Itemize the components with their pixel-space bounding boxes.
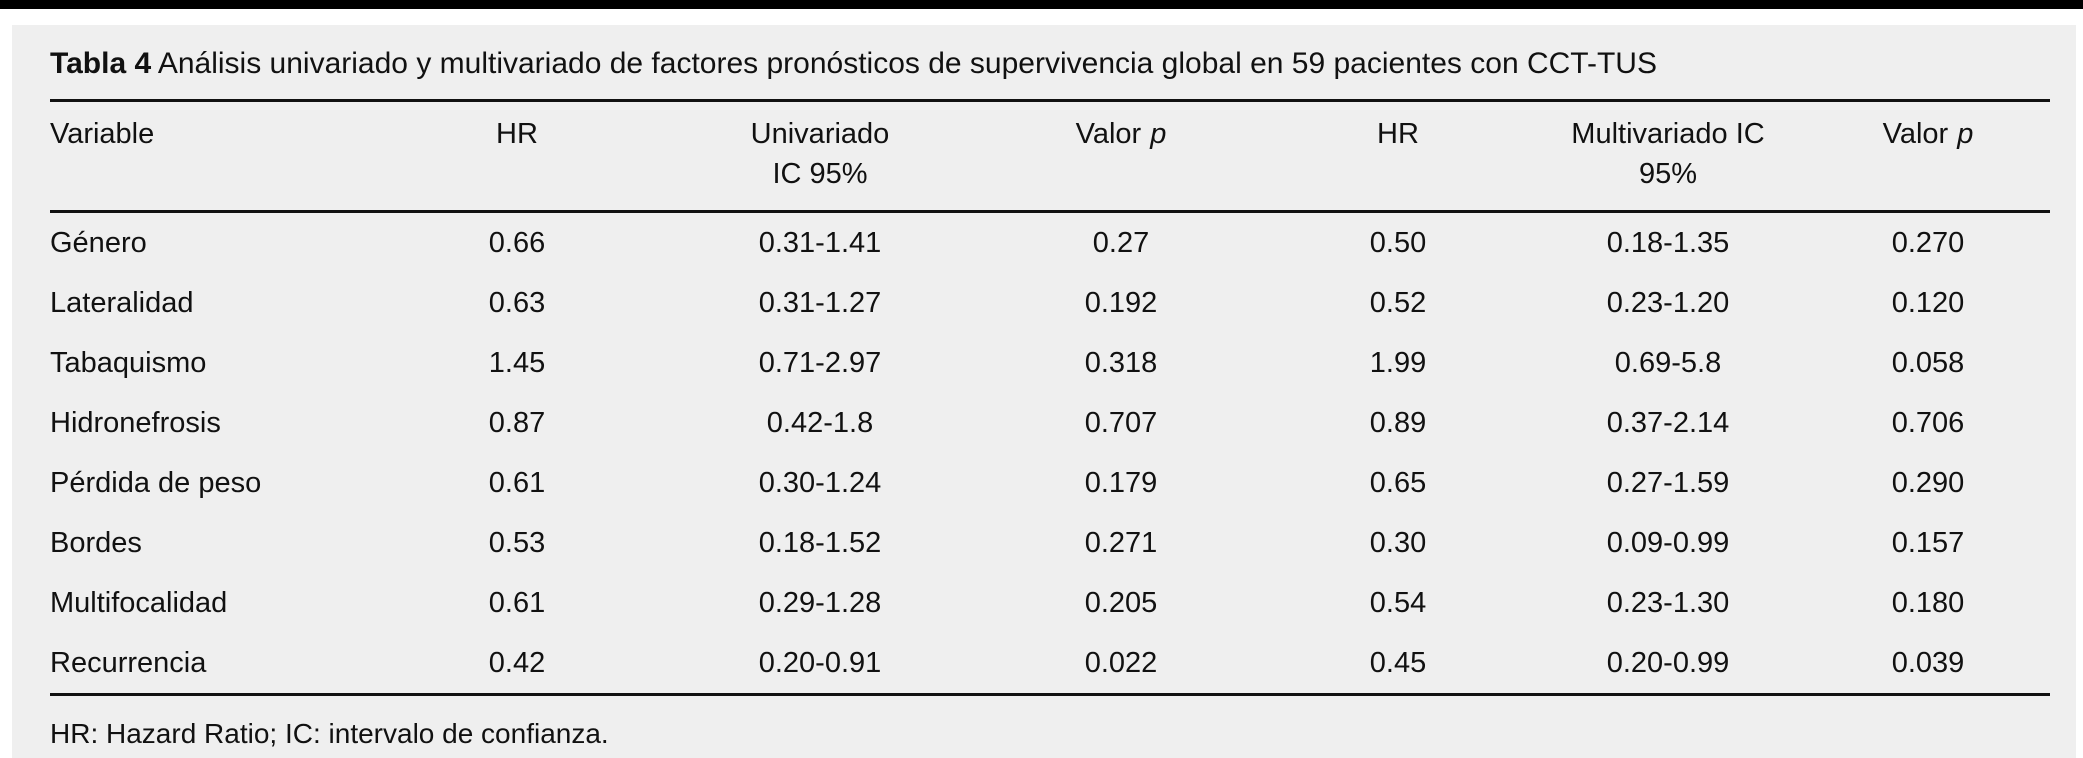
table-body: Género 0.66 0.31-1.41 0.27 0.50 0.18-1.3… — [50, 212, 2050, 696]
cell-hr-multivariado: 0.54 — [1369, 586, 1427, 619]
cell-ic95-univariado: 0.20-0.91 — [664, 633, 976, 696]
cell-variable: Lateralidad — [50, 286, 194, 319]
cell-valor-p-multivariado: 0.058 — [1891, 346, 1965, 379]
header-label-p: p — [1957, 118, 1974, 150]
header-label: Variable — [50, 118, 155, 150]
cell-hr-multivariado: 0.89 — [1369, 406, 1427, 439]
header-label-line2: IC 95% — [772, 158, 868, 190]
header-label-line2: 95% — [1638, 158, 1698, 190]
table-row: Multifocalidad 0.61 0.29-1.28 0.205 0.54… — [50, 573, 2050, 633]
cell-valor-p-multivariado: 0.120 — [1891, 286, 1965, 319]
table-footnote: HR: Hazard Ratio; IC: intervalo de confi… — [50, 718, 609, 749]
cell-hr-univariado: 0.66 — [488, 226, 546, 259]
cell-valor-p-univariado: 0.179 — [1084, 466, 1158, 499]
cell-hr-univariado: 0.61 — [488, 586, 546, 619]
cell-hr-univariado: 1.45 — [488, 346, 546, 379]
header-label: HR — [1377, 118, 1419, 150]
cell-hr-univariado: 0.53 — [488, 526, 546, 559]
col-header-hr-univariado: HR — [370, 99, 664, 213]
table-row: Lateralidad 0.63 0.31-1.27 0.192 0.52 0.… — [50, 273, 2050, 333]
cell-ic95-multivariado: 0.23-1.20 — [1606, 286, 1730, 319]
header-label-p: p — [1150, 118, 1167, 150]
header-row: Variable HR Univariado IC 95% Valor p HR — [50, 99, 2050, 213]
cell-valor-p-univariado: 0.192 — [1084, 286, 1158, 319]
cell-ic95-multivariado: 0.18-1.35 — [1606, 226, 1730, 259]
cell-variable: Hidronefrosis — [50, 406, 221, 439]
cell-ic95-univariado: 0.31-1.27 — [758, 286, 882, 319]
table-row: Pérdida de peso 0.61 0.30-1.24 0.179 0.6… — [50, 453, 2050, 513]
cell-hr-univariado: 0.63 — [488, 286, 546, 319]
cell-ic95-univariado: 0.42-1.8 — [766, 406, 874, 439]
cell-hr-univariado: 0.61 — [488, 466, 546, 499]
top-black-bar — [0, 0, 2083, 9]
table-row: Tabaquismo 1.45 0.71-2.97 0.318 1.99 0.6… — [50, 333, 2050, 393]
header-label: HR — [496, 118, 538, 150]
table-row: Recurrencia 0.42 0.20-0.91 0.022 0.45 0.… — [50, 633, 2050, 696]
col-header-valor-p-multivariado: Valor p — [1806, 99, 2050, 213]
cell-valor-p-univariado: 0.318 — [1084, 346, 1158, 379]
cell-variable: Género — [50, 226, 147, 259]
header-label: Multivariado IC — [1571, 118, 1765, 150]
table-title-text: Análisis univariado y multivariado de fa… — [157, 47, 1657, 80]
col-header-hr-multivariado: HR — [1266, 99, 1530, 213]
cell-ic95-univariado: 0.29-1.28 — [758, 586, 882, 619]
cell-ic95-multivariado: 0.37-2.14 — [1606, 406, 1730, 439]
table-row: Hidronefrosis 0.87 0.42-1.8 0.707 0.89 0… — [50, 393, 2050, 453]
col-header-multivariado-ic95: Multivariado IC 95% — [1530, 99, 1806, 213]
cell-ic95-univariado: 0.30-1.24 — [758, 466, 882, 499]
cell-valor-p-univariado: 0.707 — [1084, 406, 1158, 439]
cell-variable: Pérdida de peso — [50, 466, 262, 499]
table-title-label: Tabla 4 — [50, 47, 152, 80]
cell-ic95-univariado: 0.71-2.97 — [758, 346, 882, 379]
table-panel: Tabla 4 Análisis univariado y multivaria… — [12, 25, 2076, 758]
cell-variable: Tabaquismo — [50, 346, 207, 379]
table-header: Variable HR Univariado IC 95% Valor p HR — [50, 99, 2050, 213]
cell-ic95-multivariado: 0.09-0.99 — [1606, 526, 1730, 559]
cell-ic95-univariado: 0.31-1.41 — [758, 226, 882, 259]
cell-ic95-multivariado: 0.23-1.30 — [1606, 586, 1730, 619]
cell-ic95-multivariado: 0.20-0.99 — [1530, 633, 1806, 696]
results-table: Variable HR Univariado IC 95% Valor p HR — [50, 99, 2050, 696]
cell-valor-p-univariado: 0.022 — [976, 633, 1266, 696]
cell-hr-multivariado: 1.99 — [1369, 346, 1427, 379]
header-label: Valor — [1882, 118, 1949, 150]
table-row: Género 0.66 0.31-1.41 0.27 0.50 0.18-1.3… — [50, 212, 2050, 274]
cell-variable: Recurrencia — [50, 633, 370, 696]
table-title: Tabla 4 Análisis univariado y multivaria… — [50, 45, 2050, 83]
cell-hr-multivariado: 0.30 — [1369, 526, 1427, 559]
cell-hr-multivariado: 0.65 — [1369, 466, 1427, 499]
cell-valor-p-multivariado: 0.270 — [1891, 226, 1965, 259]
cell-valor-p-multivariado: 0.290 — [1891, 466, 1965, 499]
cell-valor-p-multivariado: 0.706 — [1891, 406, 1965, 439]
cell-ic95-univariado: 0.18-1.52 — [758, 526, 882, 559]
cell-valor-p-univariado: 0.271 — [1084, 526, 1158, 559]
cell-valor-p-multivariado: 0.039 — [1806, 633, 2050, 696]
col-header-variable: Variable — [50, 99, 370, 213]
col-header-valor-p-univariado: Valor p — [976, 99, 1266, 213]
cell-ic95-multivariado: 0.69-5.8 — [1614, 346, 1722, 379]
header-label: Valor — [1075, 118, 1142, 150]
cell-hr-univariado: 0.42 — [370, 633, 664, 696]
col-header-univariado-ic95: Univariado IC 95% — [664, 99, 976, 213]
cell-ic95-multivariado: 0.27-1.59 — [1606, 466, 1730, 499]
cell-hr-multivariado: 0.50 — [1369, 226, 1427, 259]
cell-hr-multivariado: 0.45 — [1266, 633, 1530, 696]
cell-valor-p-multivariado: 0.157 — [1891, 526, 1965, 559]
header-label: Univariado — [750, 118, 890, 150]
cell-variable: Bordes — [50, 526, 142, 559]
cell-hr-univariado: 0.87 — [488, 406, 546, 439]
cell-hr-multivariado: 0.52 — [1369, 286, 1427, 319]
cell-valor-p-multivariado: 0.180 — [1891, 586, 1965, 619]
cell-valor-p-univariado: 0.27 — [1092, 226, 1150, 259]
cell-variable: Multifocalidad — [50, 586, 228, 619]
cell-valor-p-univariado: 0.205 — [1084, 586, 1158, 619]
table-row: Bordes 0.53 0.18-1.52 0.271 0.30 0.09-0.… — [50, 513, 2050, 573]
